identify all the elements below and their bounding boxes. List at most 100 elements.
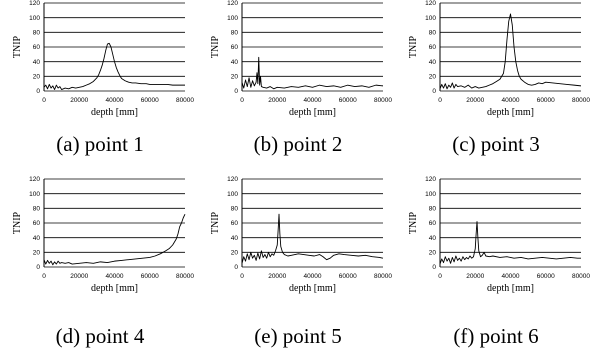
x-tick-label: 20000: [268, 97, 286, 104]
x-tick-label: 60000: [339, 97, 357, 104]
y-tick-label: 20: [33, 74, 41, 81]
y-tick-label: 120: [425, 0, 436, 7]
chart-5: 0 20 40 60 80 100 120 0 20000 40000 60000 80000 dept…: [210, 176, 392, 294]
y-tick-label: 20: [231, 250, 239, 257]
chart-caption: (e) point 5: [254, 324, 342, 348]
y-tick-label: 80: [429, 30, 437, 37]
chart-panel-6: 0 20 40 60 80 100 120 0 20000 40000 60000 80000 dept…: [396, 176, 596, 352]
x-tick-label: 0: [438, 273, 442, 280]
y-tick-label: 0: [36, 88, 40, 95]
y-tick-label: 60: [33, 220, 41, 227]
x-tick-label: 60000: [339, 273, 357, 280]
chart-1: 0 20 40 60 80 100 120 0 20000 40000 60000 80000 dept…: [12, 0, 194, 118]
y-tick-label: 40: [33, 235, 41, 242]
y-tick-label: 100: [29, 191, 40, 198]
chart-3: 0 20 40 60 80 100 120 0 20000 40000 60000 80000 dept…: [408, 0, 590, 118]
chart-panel-5: 0 20 40 60 80 100 120 0 20000 40000 60000 80000 dept…: [198, 176, 398, 352]
y-tick-label: 80: [429, 206, 437, 213]
x-tick-label: 40000: [303, 97, 321, 104]
chart-panel-2: 0 20 40 60 80 100 120 0 20000 40000 60000 80000 dept…: [198, 0, 398, 176]
y-tick-label: 100: [425, 15, 436, 22]
x-tick-label: 80000: [572, 97, 590, 104]
y-tick-label: 20: [231, 74, 239, 81]
chart-caption: (a) point 1: [56, 132, 144, 156]
x-axis-label: depth [mm]: [487, 107, 534, 118]
y-tick-label: 0: [234, 264, 238, 271]
chart-2: 0 20 40 60 80 100 120 0 20000 40000 60000 80000 dept…: [210, 0, 392, 118]
x-tick-label: 40000: [501, 97, 519, 104]
y-tick-label: 0: [234, 88, 238, 95]
y-axis-label: TNIP: [408, 35, 419, 58]
y-tick-label: 40: [231, 59, 239, 66]
y-tick-label: 120: [227, 0, 238, 7]
y-axis-label: TNIP: [12, 211, 23, 234]
y-axis-label: TNIP: [12, 35, 23, 58]
x-tick-label: 40000: [105, 273, 123, 280]
y-tick-label: 80: [33, 206, 41, 213]
chart-caption: (d) point 4: [55, 324, 145, 348]
y-tick-label: 60: [231, 44, 239, 51]
y-tick-label: 0: [36, 264, 40, 271]
x-tick-label: 80000: [176, 97, 194, 104]
y-tick-label: 120: [227, 176, 238, 183]
x-axis-label: depth [mm]: [487, 283, 534, 294]
y-tick-label: 40: [33, 59, 41, 66]
y-tick-label: 0: [432, 88, 436, 95]
chart-caption: (c) point 3: [452, 132, 540, 156]
y-tick-label: 60: [429, 44, 437, 51]
x-tick-label: 20000: [70, 273, 88, 280]
x-tick-label: 80000: [374, 97, 392, 104]
x-tick-label: 60000: [141, 273, 159, 280]
series-line: [241, 213, 384, 264]
y-tick-label: 120: [29, 176, 40, 183]
y-tick-label: 100: [425, 191, 436, 198]
chart-6: 0 20 40 60 80 100 120 0 20000 40000 60000 80000 dept…: [408, 176, 590, 294]
x-tick-label: 40000: [501, 273, 519, 280]
series-line: [439, 221, 581, 265]
x-axis-label: depth [mm]: [289, 283, 336, 294]
y-axis-label: TNIP: [210, 211, 221, 234]
x-tick-label: 80000: [374, 273, 392, 280]
x-axis-label: depth [mm]: [91, 283, 138, 294]
y-tick-label: 120: [425, 176, 436, 183]
x-axis-label: depth [mm]: [289, 107, 336, 118]
series-line: [439, 13, 582, 90]
y-tick-label: 60: [231, 220, 239, 227]
y-tick-label: 40: [231, 235, 239, 242]
y-axis-label: TNIP: [408, 211, 419, 234]
y-tick-label: 40: [429, 235, 437, 242]
x-tick-label: 80000: [176, 273, 194, 280]
y-tick-label: 120: [29, 0, 40, 7]
chart-panel-4: 0 20 40 60 80 100 120 0 20000 40000 60000 80000 dept…: [0, 176, 200, 352]
x-tick-label: 0: [240, 273, 244, 280]
chart-caption: (b) point 2: [253, 132, 343, 156]
y-tick-label: 60: [33, 44, 41, 51]
x-tick-label: 20000: [466, 97, 484, 104]
x-tick-label: 80000: [572, 273, 590, 280]
y-tick-label: 40: [429, 59, 437, 66]
x-tick-label: 0: [240, 97, 244, 104]
y-tick-label: 100: [227, 15, 238, 22]
chart-caption: (f) point 6: [453, 324, 539, 348]
y-tick-label: 100: [29, 15, 40, 22]
chart-panel-1: 0 20 40 60 80 100 120 0 20000 40000 60000 80000 dept…: [0, 0, 200, 176]
x-tick-label: 60000: [537, 273, 555, 280]
y-tick-label: 80: [33, 30, 41, 37]
x-axis-label: depth [mm]: [91, 107, 138, 118]
y-tick-label: 80: [231, 206, 239, 213]
x-tick-label: 0: [438, 97, 442, 104]
y-tick-label: 20: [429, 74, 437, 81]
y-tick-label: 20: [429, 250, 437, 257]
x-tick-label: 40000: [303, 273, 321, 280]
x-tick-label: 0: [42, 273, 46, 280]
series-line: [43, 214, 186, 266]
x-tick-label: 20000: [466, 273, 484, 280]
series-line: [43, 42, 185, 90]
y-tick-label: 0: [432, 264, 436, 271]
chart-4: 0 20 40 60 80 100 120 0 20000 40000 60000 80000 dept…: [12, 176, 194, 294]
y-axis-label: TNIP: [210, 35, 221, 58]
x-tick-label: 20000: [268, 273, 286, 280]
y-tick-label: 100: [227, 191, 238, 198]
x-tick-label: 60000: [537, 97, 555, 104]
